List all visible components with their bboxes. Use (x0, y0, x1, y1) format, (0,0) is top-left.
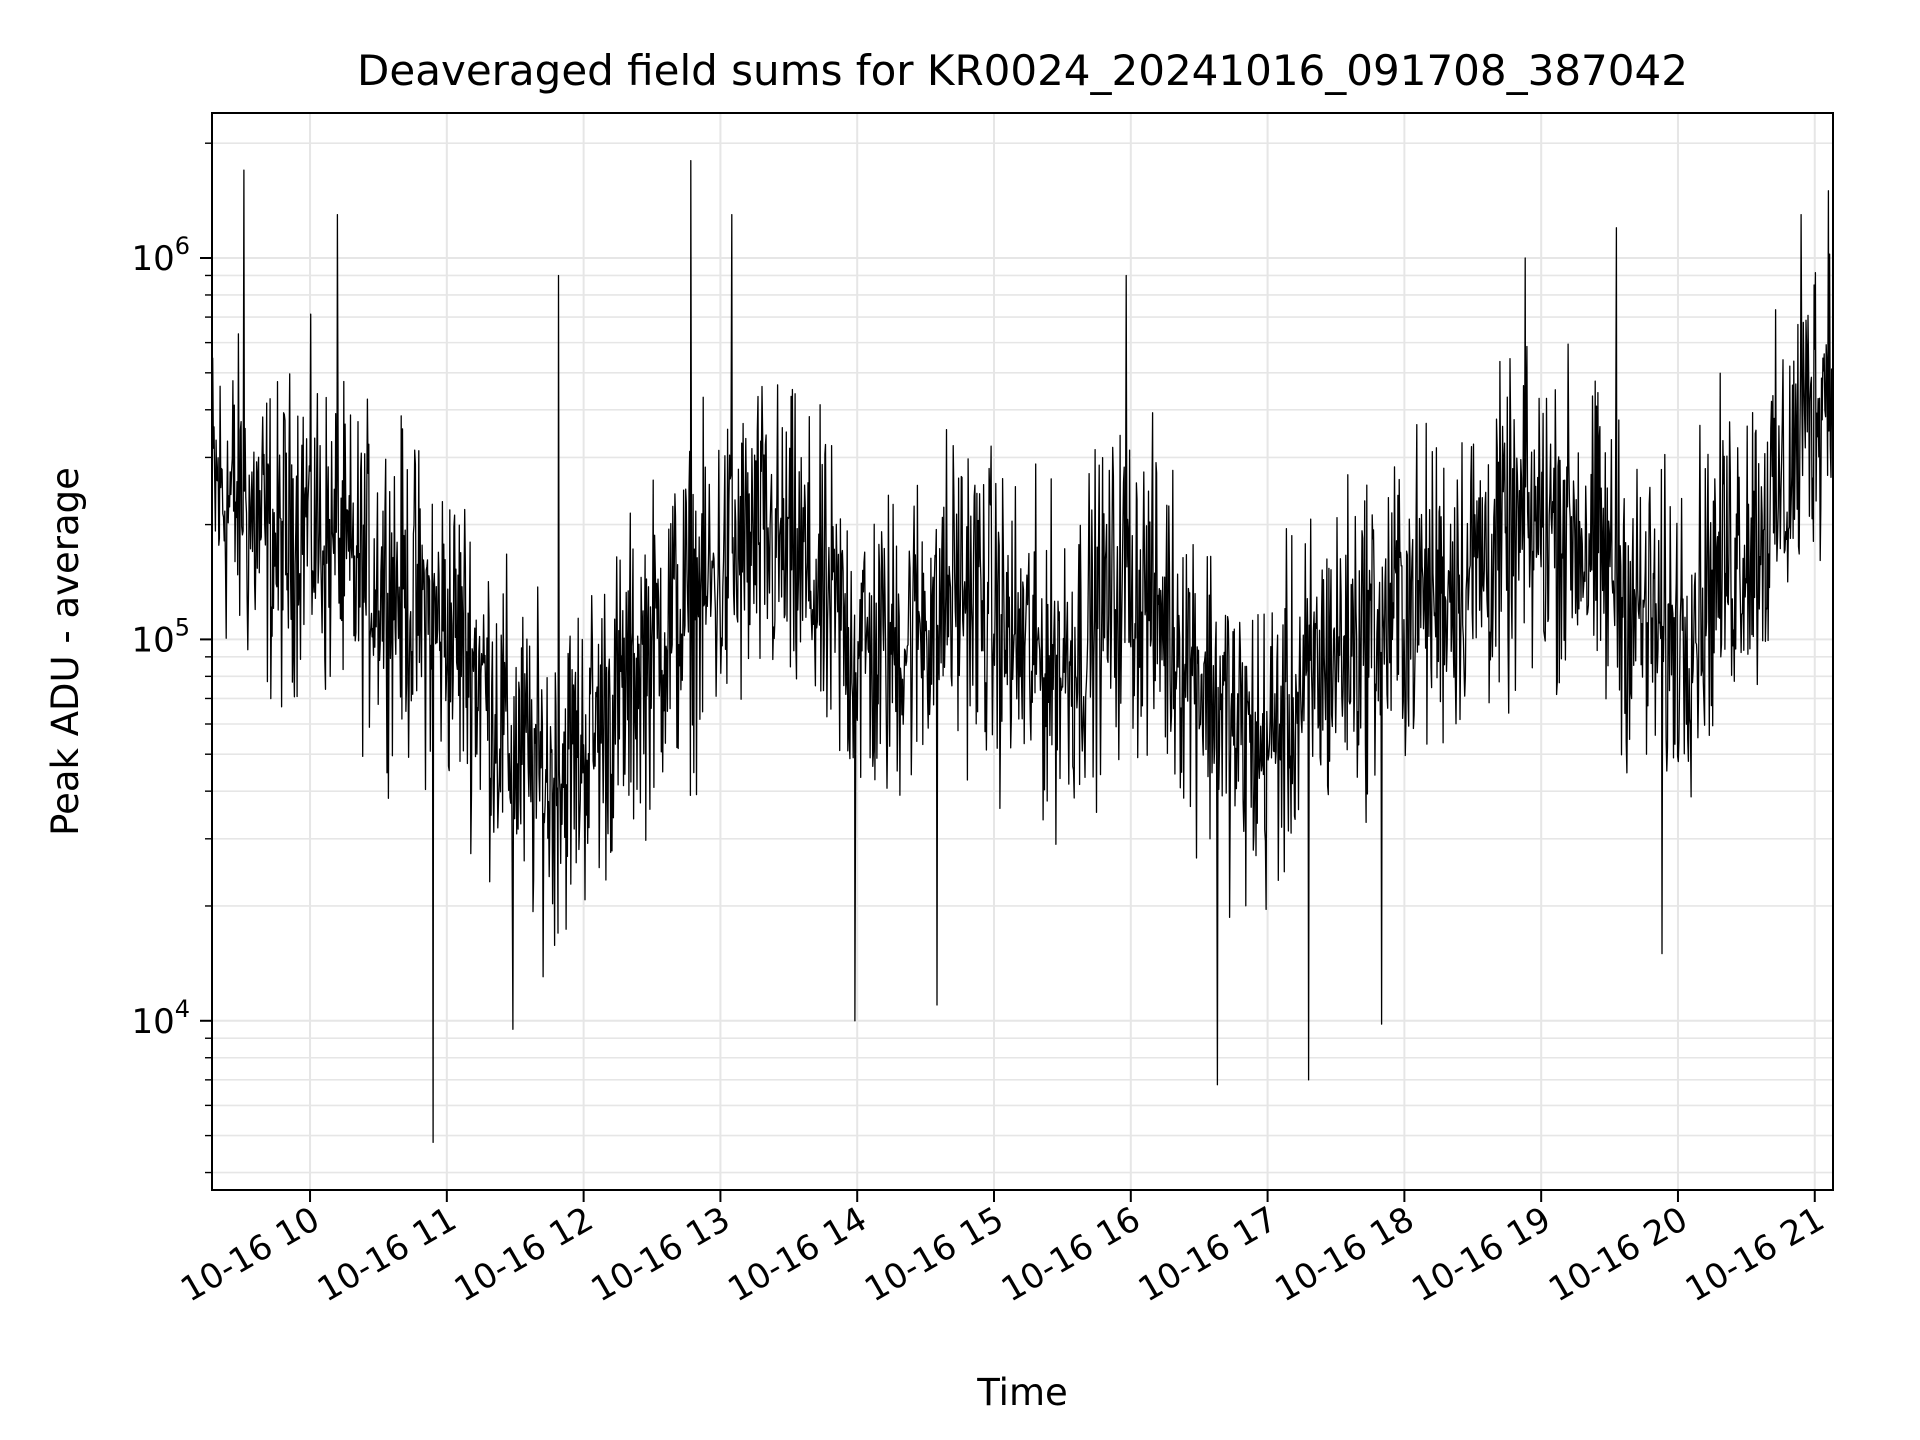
chart-title: Deaveraged field sums for KR0024_2024101… (357, 46, 1688, 95)
x-axis-label: Time (976, 1371, 1068, 1414)
x-tick-label: 10-16 11 (311, 1199, 463, 1310)
x-tick-label: 10-16 19 (1405, 1199, 1557, 1310)
plot-frame (211, 112, 1834, 1191)
x-tick-label: 10-16 21 (1679, 1199, 1831, 1310)
y-tick-label: 105 (131, 613, 190, 660)
x-tick-label: 10-16 14 (721, 1199, 873, 1310)
plot-area (211, 159, 1834, 1144)
x-tick-label: 10-16 17 (1132, 1199, 1284, 1310)
x-tick-label: 10-16 18 (1268, 1199, 1420, 1310)
series-line (211, 159, 1834, 1144)
y-tick-label: 104 (131, 995, 190, 1042)
x-tick-label: 10-16 12 (448, 1199, 600, 1310)
x-tick-label: 10-16 20 (1542, 1199, 1694, 1310)
x-tick-label: 10-16 10 (174, 1199, 326, 1310)
x-tick-label: 10-16 16 (995, 1199, 1147, 1310)
y-axis-label: Peak ADU - average (44, 467, 87, 836)
x-tick-label: 10-16 15 (858, 1199, 1010, 1310)
x-tick-label: 10-16 13 (585, 1199, 737, 1310)
y-tick-label: 106 (131, 232, 190, 279)
y-axis: 104 105 106 (131, 142, 212, 1174)
